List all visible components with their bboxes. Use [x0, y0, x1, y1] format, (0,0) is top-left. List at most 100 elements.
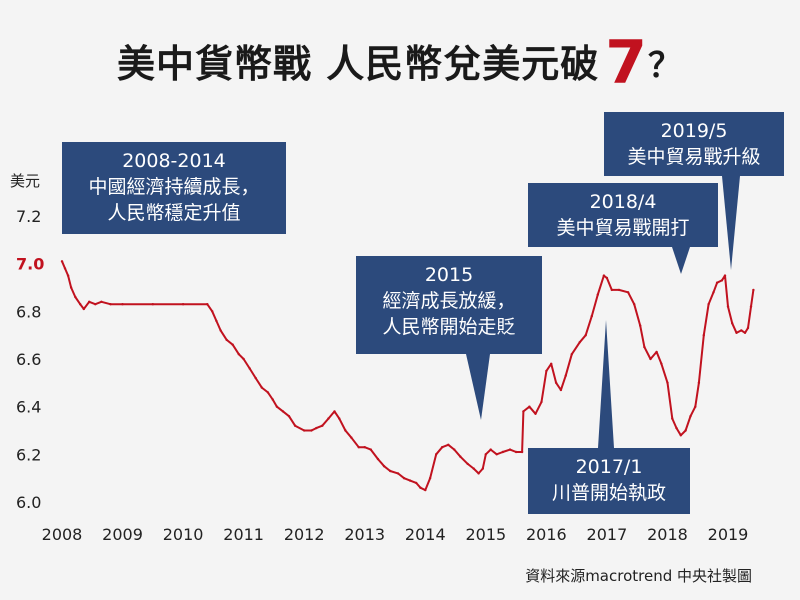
- data-point: [643, 345, 646, 349]
- annotation-line: 中國經濟持續成長，: [88, 176, 260, 198]
- data-point: [697, 381, 701, 384]
- x-tick-label: 2018: [647, 525, 688, 544]
- data-point: [743, 331, 747, 334]
- data-point: [338, 417, 341, 420]
- data-point: [545, 369, 548, 373]
- data-point: [79, 303, 82, 306]
- data-point: [649, 357, 652, 361]
- data-point: [248, 367, 251, 370]
- x-tick-label: 2010: [163, 525, 204, 544]
- x-tick-label: 2015: [465, 525, 506, 544]
- annotation-2008-2014: 2008-2014 中國經濟持續成長， 人民幣穩定升值: [62, 142, 286, 234]
- data-point: [610, 288, 613, 292]
- data-point: [389, 469, 392, 473]
- annotation-line: 川普開始執政: [551, 482, 666, 504]
- x-tick-label: 2019: [708, 525, 749, 544]
- data-point: [344, 429, 347, 432]
- data-point: [109, 303, 112, 306]
- data-point: [453, 448, 456, 451]
- y-tick-label: 6.8: [16, 302, 41, 321]
- x-tick-label: 2014: [405, 525, 446, 544]
- annotation-line: 2017/1: [575, 456, 643, 478]
- annotation-line: 美中貿易戰開打: [556, 217, 690, 239]
- data-point: [746, 326, 750, 330]
- data-point: [231, 343, 234, 346]
- data-point: [633, 303, 636, 306]
- annotation-pointer: [722, 176, 740, 270]
- data-point: [715, 281, 719, 284]
- data-point: [731, 322, 734, 325]
- data-point: [660, 362, 663, 365]
- data-point: [281, 410, 285, 413]
- x-tick-label: 2012: [284, 525, 325, 544]
- data-point: [712, 291, 715, 294]
- data-point: [602, 274, 606, 277]
- data-point: [254, 376, 257, 380]
- data-point: [689, 415, 692, 418]
- x-tick-label: 2016: [526, 525, 567, 544]
- y-axis-label: 美元: [10, 172, 40, 190]
- data-point: [720, 279, 724, 282]
- data-point: [740, 329, 743, 332]
- chart-title: 美中貨幣戰 人民幣兌美元破 7？: [0, 28, 800, 98]
- data-point: [415, 481, 418, 485]
- data-point: [477, 472, 480, 475]
- data-point: [363, 446, 366, 449]
- data-point: [550, 362, 553, 365]
- y-tick-label: 6.2: [16, 445, 41, 464]
- data-point: [694, 405, 697, 408]
- data-point: [181, 303, 185, 306]
- annotation-pointer: [466, 354, 490, 420]
- data-point: [671, 417, 674, 420]
- data-point: [447, 443, 450, 446]
- data-point: [310, 429, 313, 432]
- data-point: [459, 455, 462, 458]
- data-point: [237, 353, 240, 356]
- data-point: [74, 295, 77, 299]
- annotation-line: 2018/4: [589, 191, 657, 213]
- y-tick-label: 6.4: [16, 398, 41, 417]
- data-point: [472, 467, 475, 470]
- data-point: [287, 415, 291, 418]
- data-point: [481, 467, 484, 470]
- data-point: [749, 305, 753, 308]
- data-point: [327, 417, 330, 420]
- annotation-line: 人民幣穩定升值: [107, 202, 241, 224]
- x-tick-label: 2008: [42, 525, 83, 544]
- data-point: [752, 288, 755, 292]
- data-point: [206, 303, 209, 306]
- title-main: 美中貨幣戰 人民幣兌美元破: [117, 42, 600, 86]
- data-point: [211, 310, 214, 313]
- data-point: [520, 450, 524, 454]
- data-point: [666, 381, 669, 384]
- data-point: [66, 274, 70, 277]
- data-point: [321, 424, 324, 427]
- data-point: [570, 353, 573, 356]
- data-point: [424, 488, 427, 492]
- data-point: [260, 386, 263, 389]
- data-point: [626, 291, 630, 294]
- data-point: [151, 303, 154, 306]
- data-point: [564, 374, 567, 377]
- data-point: [578, 341, 581, 344]
- data-point: [382, 465, 386, 468]
- data-point: [723, 274, 727, 277]
- annotation-line: 人民幣開始走貶: [382, 316, 516, 338]
- data-point: [88, 300, 91, 303]
- data-point: [514, 450, 518, 454]
- data-point: [369, 448, 372, 451]
- data-point: [219, 329, 222, 332]
- data-point: [69, 286, 73, 289]
- data-point: [94, 303, 97, 306]
- annotation-2018-4: 2018/4 美中貿易戰開打: [528, 183, 718, 247]
- annotation-pointer: [672, 247, 690, 274]
- data-point: [376, 457, 380, 461]
- data-point: [441, 446, 444, 449]
- data-point: [350, 436, 353, 439]
- data-point: [225, 338, 228, 342]
- data-point: [554, 381, 558, 384]
- data-point: [100, 300, 103, 303]
- data-point: [266, 391, 270, 394]
